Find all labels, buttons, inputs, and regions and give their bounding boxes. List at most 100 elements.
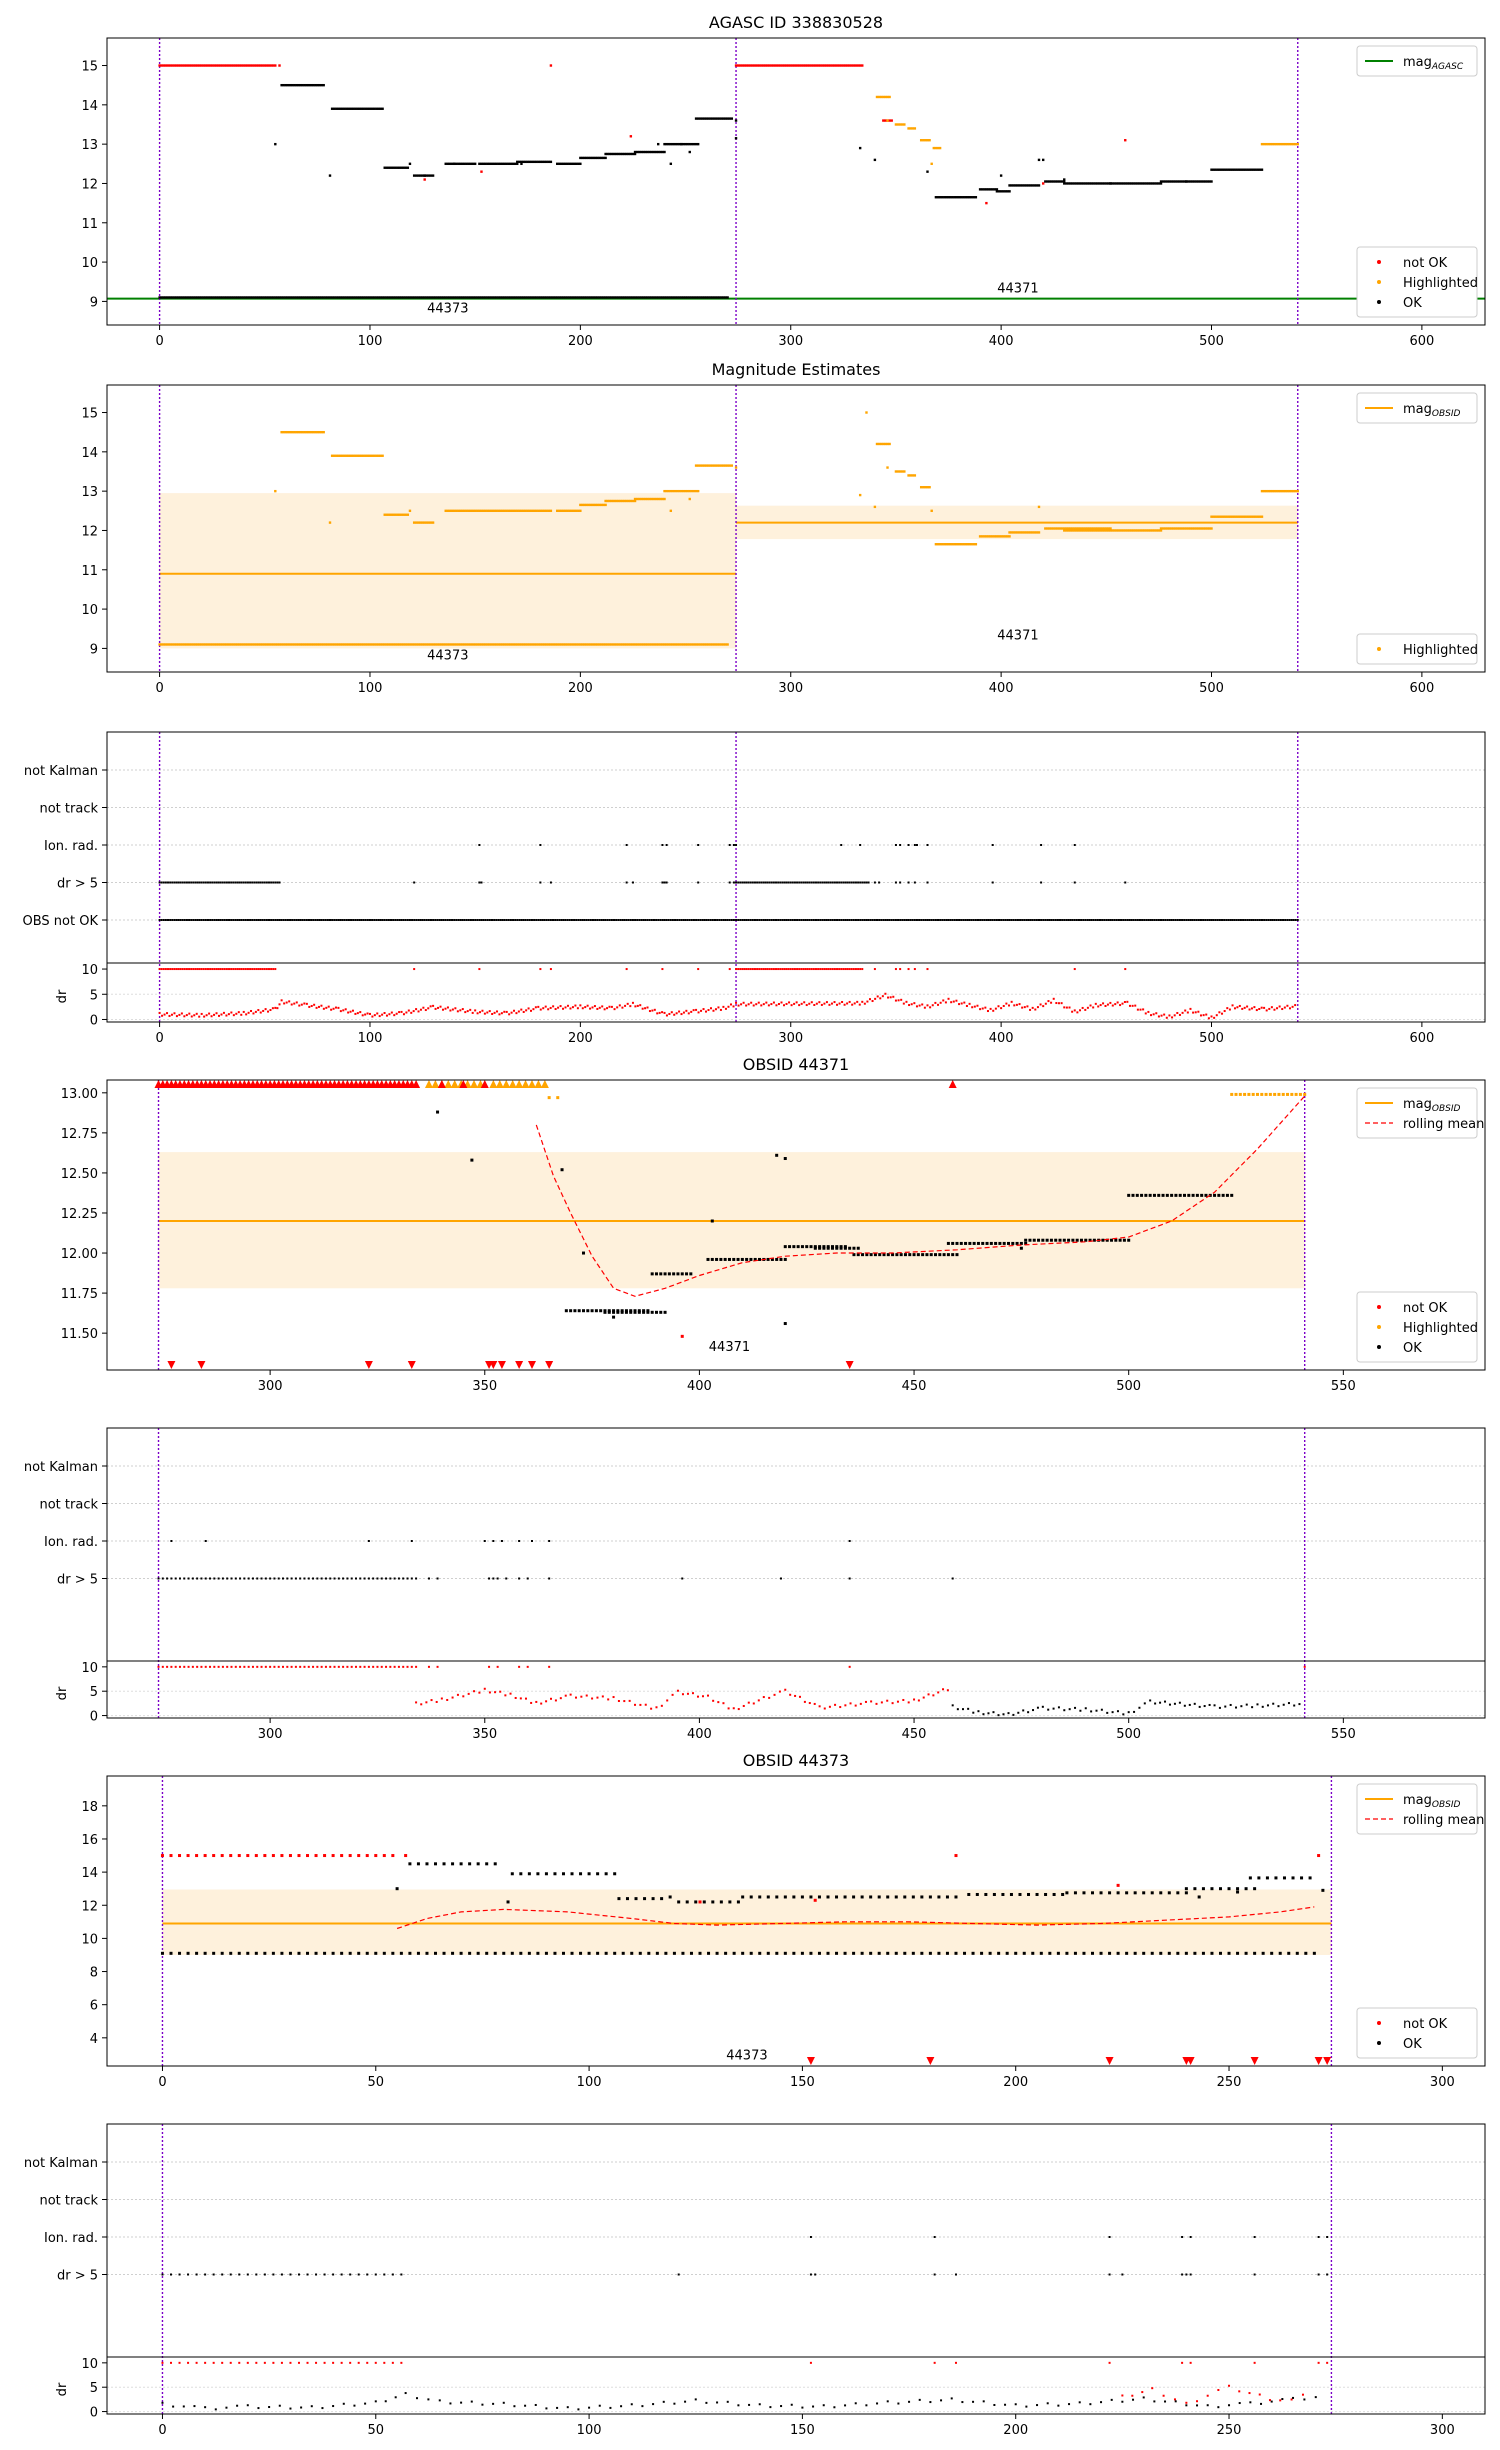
dr-point bbox=[1198, 1705, 1201, 1708]
flag-point bbox=[497, 919, 500, 921]
dr-clipped-point bbox=[825, 968, 828, 971]
dr-point bbox=[539, 1008, 542, 1011]
data-point bbox=[783, 1322, 787, 1326]
flag-point bbox=[181, 881, 184, 884]
data-point bbox=[648, 150, 651, 154]
data-point bbox=[938, 196, 942, 199]
data-point bbox=[954, 1895, 958, 1899]
flag-point bbox=[987, 919, 990, 921]
dr-point bbox=[921, 1003, 924, 1006]
dr-point bbox=[509, 1692, 512, 1695]
data-point bbox=[732, 1951, 736, 1955]
data-point bbox=[232, 64, 235, 67]
data-point bbox=[541, 296, 544, 299]
data-point bbox=[775, 1895, 779, 1899]
data-point bbox=[1116, 1951, 1120, 1955]
flag-point bbox=[1189, 2236, 1192, 2238]
dr-point bbox=[1278, 1005, 1281, 1008]
flag-point bbox=[1069, 919, 1072, 921]
data-point bbox=[255, 296, 258, 299]
dr-point bbox=[701, 1695, 704, 1698]
data-point bbox=[1006, 535, 1009, 538]
data-point bbox=[1075, 1238, 1079, 1242]
dr-point bbox=[213, 1013, 216, 1016]
data-point bbox=[604, 1951, 608, 1955]
data-point bbox=[263, 1854, 267, 1858]
dr-clipped-point bbox=[312, 1665, 315, 1668]
flag-category-label: Ion. rad. bbox=[44, 2231, 98, 2246]
dr-point bbox=[732, 1005, 735, 1008]
data-point bbox=[719, 1257, 723, 1261]
dr-clipped-point bbox=[221, 968, 224, 971]
data-point bbox=[331, 1951, 335, 1955]
data-point bbox=[949, 196, 952, 199]
flag-point bbox=[809, 2236, 812, 2238]
dr-point bbox=[460, 2401, 463, 2404]
data-point bbox=[1069, 529, 1072, 532]
data-point bbox=[1118, 1238, 1122, 1242]
data-point bbox=[416, 1951, 420, 1955]
data-point bbox=[659, 643, 662, 646]
data-point bbox=[339, 643, 342, 646]
data-point bbox=[667, 489, 670, 493]
flag-point bbox=[695, 919, 698, 921]
flag-point bbox=[968, 919, 971, 921]
data-point bbox=[196, 643, 199, 646]
data-point bbox=[839, 1246, 843, 1250]
data-point bbox=[775, 1153, 779, 1157]
data-point bbox=[343, 107, 346, 110]
dr-point bbox=[545, 1700, 548, 1703]
flag-point bbox=[1103, 919, 1106, 921]
legend-item: OK bbox=[1377, 2037, 1422, 2052]
data-point bbox=[856, 1246, 860, 1250]
flag-point bbox=[1136, 919, 1139, 921]
data-point bbox=[926, 170, 929, 173]
dr-point bbox=[337, 1006, 340, 1009]
x-tick-label: 200 bbox=[568, 1031, 593, 1046]
flag-point bbox=[385, 919, 388, 921]
dr-point bbox=[1106, 1711, 1109, 1714]
data-point bbox=[178, 1854, 182, 1858]
data-point bbox=[492, 509, 496, 513]
flag-point bbox=[827, 881, 830, 884]
data-point bbox=[633, 296, 637, 299]
dr-clipped-point bbox=[819, 968, 822, 971]
flag-point bbox=[1059, 919, 1062, 921]
flag-point bbox=[242, 919, 245, 921]
data-point bbox=[471, 162, 475, 166]
data-point bbox=[316, 643, 319, 646]
axes-frame bbox=[106, 1775, 1486, 2067]
data-point bbox=[311, 643, 315, 646]
data-point bbox=[1149, 182, 1152, 185]
dr-clipped-point bbox=[217, 1665, 220, 1668]
data-point bbox=[467, 643, 471, 646]
flag-point bbox=[1239, 919, 1242, 921]
flag-point bbox=[404, 919, 407, 921]
flag-point bbox=[711, 919, 714, 921]
data-point bbox=[825, 64, 828, 67]
data-point bbox=[1273, 142, 1276, 146]
flag-point bbox=[331, 919, 334, 921]
dr-point bbox=[908, 1004, 911, 1007]
dr-point bbox=[793, 1002, 796, 1005]
flag-point bbox=[894, 881, 897, 884]
data-point bbox=[652, 296, 656, 299]
dr-point bbox=[854, 2402, 857, 2405]
flag-point bbox=[178, 1577, 181, 1580]
flag-point bbox=[943, 919, 946, 921]
dr-point bbox=[942, 999, 945, 1002]
data-point bbox=[1257, 1876, 1261, 1880]
data-point bbox=[396, 643, 399, 646]
data-point bbox=[741, 1951, 745, 1955]
flag-point bbox=[869, 919, 872, 921]
y-tick-label: 11 bbox=[81, 217, 98, 232]
dr-clipped-point bbox=[436, 1665, 439, 1668]
flag-point bbox=[745, 919, 748, 921]
data-point bbox=[309, 643, 313, 646]
flag-point bbox=[934, 919, 937, 921]
x-tick-label: 200 bbox=[1003, 2423, 1028, 2438]
flag-point bbox=[175, 919, 178, 921]
data-point bbox=[928, 486, 931, 489]
data-point bbox=[947, 543, 950, 546]
dr-point bbox=[1287, 1702, 1290, 1705]
